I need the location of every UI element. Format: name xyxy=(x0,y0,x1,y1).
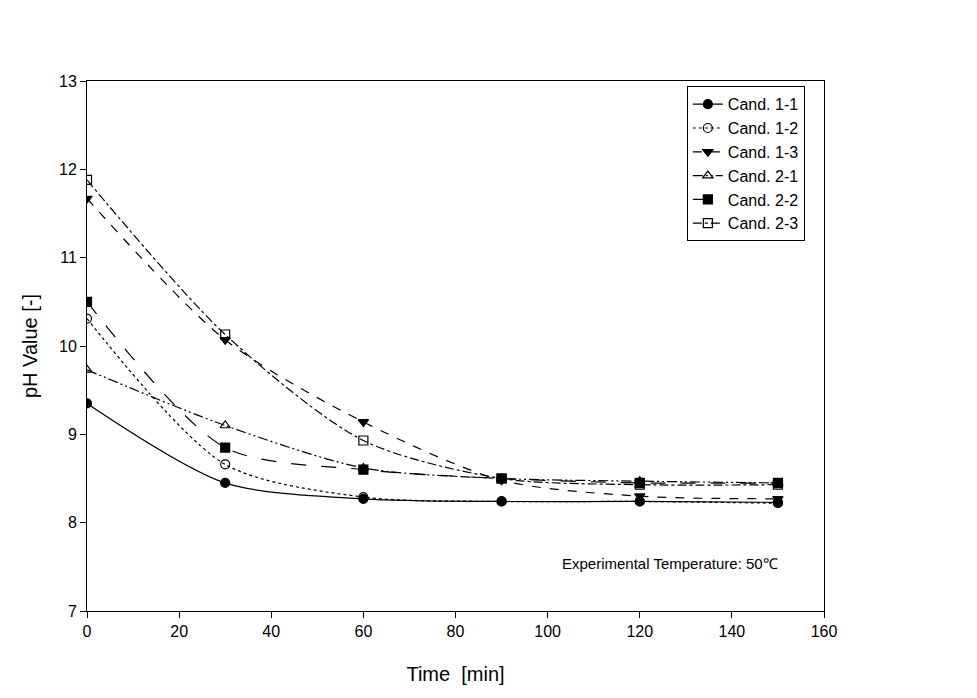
svg-text:Cand. 2-3: Cand. 2-3 xyxy=(728,215,798,232)
svg-text:8: 8 xyxy=(68,514,77,531)
svg-text:12: 12 xyxy=(59,161,77,178)
svg-text:20: 20 xyxy=(170,623,188,640)
svg-text:60: 60 xyxy=(354,623,372,640)
svg-text:Experimental Temperature: 50℃: Experimental Temperature: 50℃ xyxy=(562,555,778,572)
svg-text:80: 80 xyxy=(447,623,465,640)
svg-text:Cand. 2-1: Cand. 2-1 xyxy=(728,168,798,185)
svg-text:9: 9 xyxy=(68,426,77,443)
svg-text:120: 120 xyxy=(626,623,653,640)
svg-text:Cand. 2-2: Cand. 2-2 xyxy=(728,192,798,209)
svg-text:7: 7 xyxy=(68,603,77,620)
svg-text:13: 13 xyxy=(59,73,77,90)
svg-text:pH Value [-]: pH Value [-] xyxy=(19,294,41,398)
svg-text:160: 160 xyxy=(811,623,838,640)
svg-text:10: 10 xyxy=(59,338,77,355)
svg-text:11: 11 xyxy=(60,249,77,266)
svg-text:0: 0 xyxy=(83,623,92,640)
svg-text:100: 100 xyxy=(534,623,561,640)
svg-text:Time [min]: Time [min] xyxy=(406,663,504,685)
svg-text:Cand. 1-3: Cand. 1-3 xyxy=(728,144,798,161)
svg-text:140: 140 xyxy=(719,623,746,640)
svg-text:Cand. 1-2: Cand. 1-2 xyxy=(728,120,798,137)
svg-text:Cand. 1-1: Cand. 1-1 xyxy=(728,96,798,113)
svg-text:40: 40 xyxy=(262,623,280,640)
